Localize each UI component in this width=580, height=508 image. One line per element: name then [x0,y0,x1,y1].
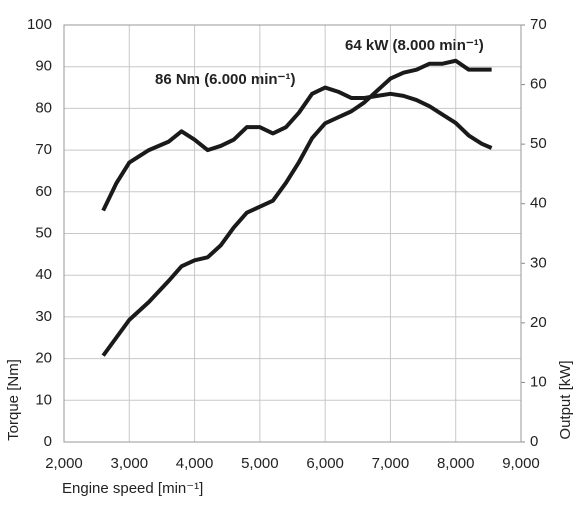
y2-tick-label: 70 [530,16,547,33]
y-tick-label: 80 [35,99,52,116]
plot-frame [63,24,522,443]
y-tick-label: 20 [35,350,52,367]
y2-tick-label: 40 [530,195,547,212]
y-tick-label: 70 [35,141,52,158]
y-tick-label: 10 [35,391,52,408]
y-tick-label: 90 [35,58,52,75]
x-tick-label: 2,000 [45,455,83,472]
y2-tick-label: 50 [530,135,547,152]
y-tick-label: 60 [35,183,52,200]
y2-tick-label: 10 [530,373,547,390]
annotation: 86 Nm (6.000 min⁻¹) [155,71,295,88]
x-tick-label: 6,000 [306,455,344,472]
y-tick-label: 40 [35,266,52,283]
x-tick-label: 8,000 [437,455,475,472]
y2-tick-label: 0 [530,433,538,450]
x-tick-label: 9,000 [502,455,540,472]
x-tick-label: 4,000 [176,455,214,472]
line-series [101,85,493,212]
line-series [101,58,492,357]
y-axis-label: Torque [Nm] [5,359,22,441]
x-tick-label: 7,000 [372,455,410,472]
y-tick-label: 0 [44,433,52,450]
y2-tick-label: 60 [530,76,547,93]
annotation: 64 kW (8.000 min⁻¹) [345,37,484,54]
y2-tick-label: 20 [530,314,547,331]
y-tick-label: 30 [35,308,52,325]
x-axis-label: Engine speed [min⁻¹] [62,480,203,497]
y-tick-label: 100 [27,16,52,33]
x-tick-label: 3,000 [111,455,149,472]
y2-tick-label: 30 [530,254,547,271]
y2-axis-label: Output [kW] [557,360,574,439]
x-tick-label: 5,000 [241,455,279,472]
y-tick-label: 50 [35,224,52,241]
